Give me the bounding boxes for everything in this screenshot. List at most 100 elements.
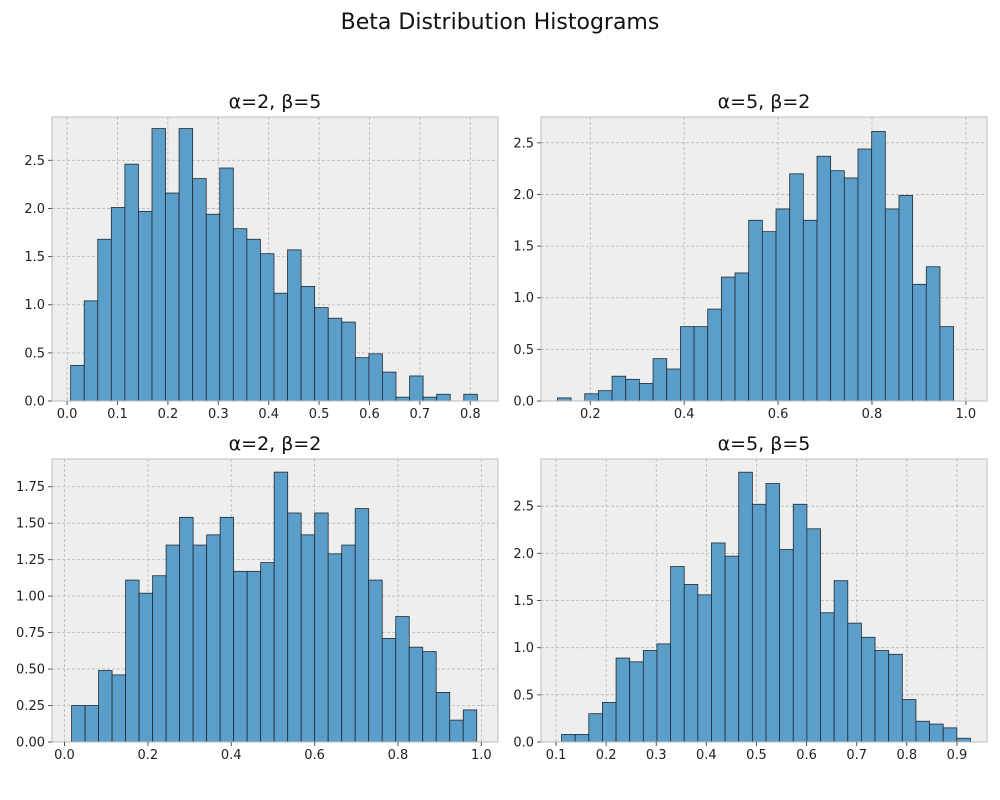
histogram-bar [925, 266, 941, 402]
histogram-bar [314, 307, 329, 402]
histogram-bar [711, 542, 726, 743]
histogram-bar [861, 636, 876, 743]
x-tick-label: 0.8 [862, 407, 883, 422]
histogram-bar [666, 368, 681, 402]
x-tick-label: 0.5 [309, 407, 330, 422]
histogram-bar [789, 173, 804, 402]
x-tick-label: 0.8 [460, 407, 481, 422]
histogram-bar [956, 737, 971, 743]
y-tick-label: 0.0 [24, 395, 45, 410]
histogram-bar [287, 249, 302, 402]
x-tick-label: 0.4 [674, 407, 695, 422]
histogram-bar [111, 674, 127, 743]
histogram-bar [192, 544, 208, 743]
histogram-bar [874, 650, 890, 743]
histogram-bar [110, 207, 126, 402]
histogram-bar [751, 503, 767, 743]
histogram-bar [422, 651, 437, 743]
x-tick-label: 0.4 [696, 748, 717, 763]
histogram-bar [138, 210, 153, 402]
y-tick-label: 1.5 [513, 240, 534, 255]
histogram-bar [463, 393, 478, 402]
y-tick-label: 2.0 [513, 188, 534, 203]
x-tick-label: 0.6 [768, 407, 789, 422]
histogram-bar [409, 375, 424, 402]
axes-frame [51, 458, 499, 743]
histogram-bar [857, 148, 873, 402]
histogram-bar [670, 566, 685, 743]
histogram-bar [847, 622, 862, 743]
histogram-bar [929, 723, 944, 743]
histogram-bar [408, 646, 424, 743]
histogram-bar [152, 575, 167, 743]
histogram-bar [449, 719, 464, 743]
y-tick-label: 1.75 [16, 480, 45, 495]
histogram-bar [219, 516, 235, 743]
y-tick-label: 1.50 [16, 517, 45, 532]
histogram-bar [843, 177, 859, 402]
histogram-bar [246, 238, 261, 402]
histogram-bar [942, 727, 958, 743]
y-tick-label: 2.0 [513, 547, 534, 562]
histogram-bar [97, 238, 112, 402]
histogram-bar [395, 396, 410, 402]
histogram-bar [871, 131, 886, 402]
subplot-title: α=2, β=5 [229, 91, 322, 113]
histogram-bar [915, 720, 930, 743]
histogram-bar [779, 549, 794, 743]
histogram-bar [656, 643, 671, 743]
histogram-bar [775, 208, 791, 402]
histogram-bar [820, 612, 835, 743]
histogram-bar [98, 670, 113, 743]
histogram-bar [151, 128, 166, 402]
x-tick-label: 0.5 [746, 748, 767, 763]
histogram-bar [341, 544, 356, 743]
y-tick-label: 2.5 [513, 136, 534, 151]
x-tick-label: 1.0 [956, 407, 977, 422]
y-tick-label: 2.5 [24, 154, 45, 169]
histogram-bar [71, 705, 86, 743]
x-tick-label: 0.3 [208, 407, 229, 422]
y-tick-label: 0.0 [513, 736, 534, 751]
histogram-bar [436, 393, 451, 402]
x-tick-label: 0.2 [158, 407, 179, 422]
histogram-bar [792, 503, 808, 743]
figure-title: Beta Distribution Histograms [340, 10, 660, 35]
x-tick-label: 0.2 [138, 748, 159, 763]
histogram-bar [287, 512, 302, 743]
histogram-bar [382, 371, 397, 402]
histogram-bar [179, 516, 194, 743]
histogram-bar [327, 553, 343, 743]
histogram-bar [435, 692, 451, 743]
histogram-bar [232, 228, 248, 402]
histogram-bar [888, 653, 903, 743]
histogram-bar [833, 580, 849, 743]
histogram-bar [912, 283, 927, 402]
subplot-title: α=5, β=5 [718, 433, 811, 455]
histogram-bar [422, 396, 438, 402]
histogram-bar [734, 272, 750, 402]
histogram-bar [679, 326, 695, 402]
histogram-bar [720, 276, 736, 402]
histogram-bar [178, 128, 194, 402]
histogram-bar [561, 734, 576, 743]
histogram-bar [683, 584, 699, 743]
subplot-2: 0.2 0.4 0.6 0.8 1.0 0.0 0.5 1.0 1.5 2.0 2.5 α=5, β=… [513, 91, 988, 422]
histogram-bar [830, 170, 845, 402]
y-tick-label: 2.5 [513, 500, 534, 515]
y-tick-label: 0.75 [16, 626, 45, 641]
axes-frame [51, 116, 499, 402]
histogram-bar [246, 570, 262, 743]
histogram-bar [598, 390, 613, 402]
histogram-bar [642, 650, 658, 743]
histogram-bar [260, 253, 275, 402]
histogram-bar [738, 471, 753, 743]
y-tick-label: 0.0 [513, 395, 534, 410]
histogram-bar [83, 300, 99, 402]
x-tick-label: 0.6 [359, 407, 380, 422]
histogram-bar [219, 167, 234, 402]
histogram-bar [84, 705, 100, 743]
histogram-bar [802, 219, 818, 402]
histogram-bar [611, 375, 627, 402]
